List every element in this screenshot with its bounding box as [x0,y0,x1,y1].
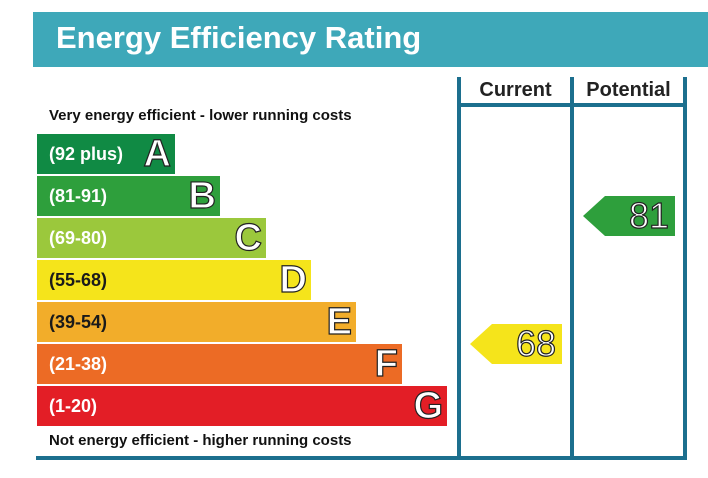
chart-title: Energy Efficiency Rating [56,20,422,55]
band-a: (92 plus) A [37,132,175,176]
band-letter-label: E [326,300,353,343]
caption-inefficient: Not energy efficient - higher running co… [49,432,352,449]
band-range-label: (69-80) [49,228,108,248]
frame-line-header [457,103,687,107]
rating-arrow-potential: 81 [583,196,675,236]
band-c: (69-80) C [37,216,266,260]
band-letter-label: G [413,384,444,427]
band-letter-label: C [234,216,263,259]
column-header-potential: Potential [586,79,671,101]
band-b: (81-91) B [37,174,220,218]
band-letter-label: B [188,174,217,217]
rating-arrow-current: 68 [470,324,562,364]
band-range-label: (39-54) [49,312,108,332]
band-letter-label: F [374,342,398,385]
column-header-current: Current [479,79,552,101]
band-letter-label: A [143,132,172,175]
band-f: (21-38) F [37,342,402,386]
frame-line-left [457,77,461,460]
band-range-label: (21-38) [49,354,108,374]
band-d: (55-68) D [37,258,311,302]
band-range-label: (55-68) [49,270,108,290]
band-range-label: (1-20) [49,396,98,416]
band-letter-label: D [279,258,308,301]
frame-line-middle [570,77,574,460]
title-banner: Energy Efficiency Rating [33,12,708,67]
caption-efficient: Very energy efficient - lower running co… [49,107,352,124]
frame-line-right [683,77,687,460]
rating-value-current: 68 [515,323,556,364]
rating-value-potential: 81 [628,195,669,236]
band-range-label: (81-91) [49,186,108,206]
frame-line-bottom [36,456,687,460]
band-range-label: (92 plus) [49,144,124,164]
band-e: (39-54) E [37,300,356,344]
band-g: (1-20) G [37,384,447,428]
